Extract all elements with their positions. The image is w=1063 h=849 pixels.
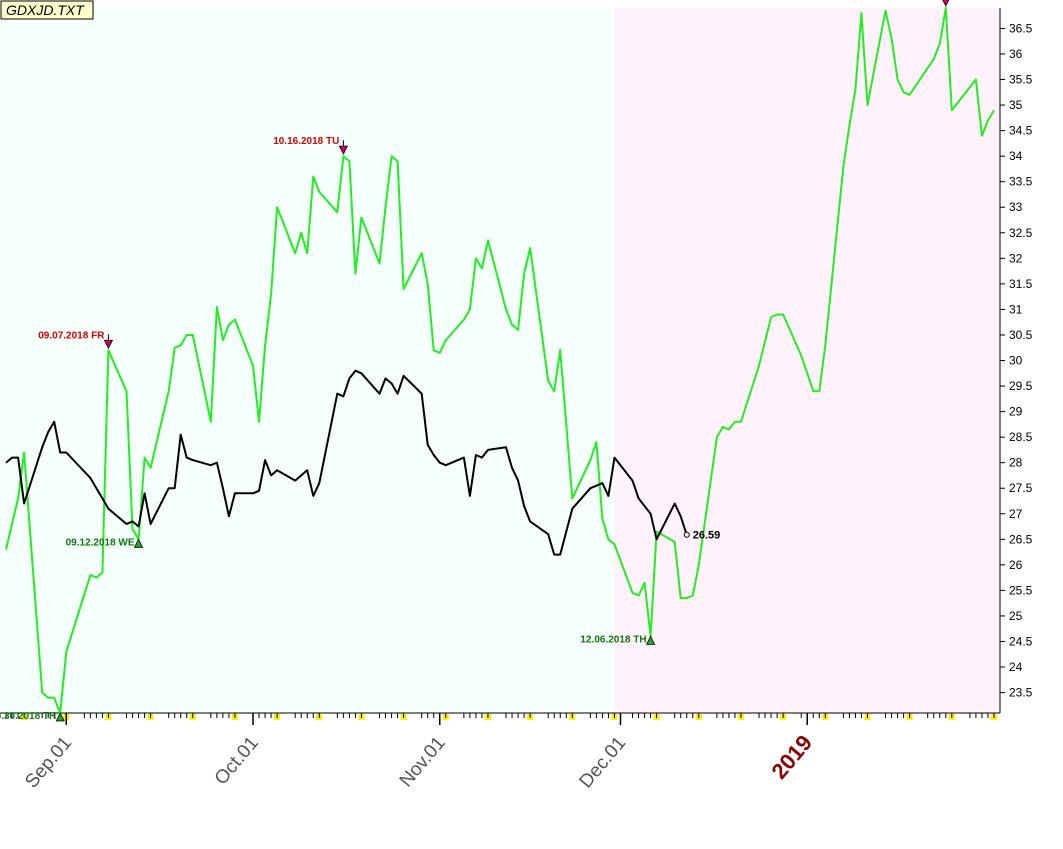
y-tick-label: 23.5 xyxy=(1009,686,1033,700)
low-annotation-label: 12.06.2018 TH xyxy=(580,634,646,645)
chart-title: GDXJD.TXT xyxy=(6,2,85,18)
x-tick-label: Dec.01 xyxy=(576,733,631,793)
low-annotation-label: 09.12.2018 WE xyxy=(66,537,135,548)
y-tick-label: 36 xyxy=(1009,47,1023,61)
y-tick-label: 25 xyxy=(1009,609,1023,623)
y-tick-label: 34 xyxy=(1009,149,1023,163)
high-annotation-label: 10.16.2018 TU xyxy=(273,136,339,147)
y-tick-label: 28.5 xyxy=(1009,430,1033,444)
high-marker xyxy=(103,339,114,350)
y-tick-label: 30.5 xyxy=(1009,328,1033,342)
low-marker xyxy=(645,635,656,645)
y-tick-label: 29.5 xyxy=(1009,379,1033,393)
y-tick-label: 31 xyxy=(1009,302,1023,316)
series-line-primary xyxy=(5,7,995,714)
y-tick-label: 33 xyxy=(1009,200,1023,214)
last-value-label: 26.59 xyxy=(693,530,721,542)
high-marker xyxy=(942,0,950,7)
plot-background-right xyxy=(614,8,1000,713)
last-value-dot xyxy=(683,531,690,538)
series-line-comparison xyxy=(5,369,688,556)
y-tick-label: 33.5 xyxy=(1009,175,1033,189)
y-tick-label: 28 xyxy=(1009,456,1023,470)
title-box xyxy=(0,0,94,20)
y-tick-label: 35 xyxy=(1009,98,1023,112)
y-tick-label: 30 xyxy=(1009,354,1023,368)
x-tick-label: 2019 xyxy=(766,730,817,784)
low-marker xyxy=(55,712,65,722)
y-tick-label: 26 xyxy=(1009,558,1023,572)
y-tick-label: 34.5 xyxy=(1009,124,1033,138)
y-tick-label: 24.5 xyxy=(1009,634,1033,648)
y-tick-label: 26.5 xyxy=(1009,532,1033,546)
low-marker xyxy=(133,538,144,548)
y-tick-label: 29 xyxy=(1009,405,1023,419)
y-tick-label: 36.5 xyxy=(1009,21,1033,35)
y-tick-label: 24 xyxy=(1009,660,1023,674)
y-tick-label: 25.5 xyxy=(1009,583,1033,597)
y-tick-label: 32.5 xyxy=(1009,226,1033,240)
x-tick-label: Sep.01 xyxy=(21,733,76,793)
high-annotation-label: 09.07.2018 FR xyxy=(38,330,105,341)
x-tick-label: Oct.01 xyxy=(211,733,263,789)
x-tick-label: Nov.01 xyxy=(396,733,450,792)
y-tick-label: 32 xyxy=(1009,251,1023,265)
y-tick-label: 31.5 xyxy=(1009,277,1033,291)
low-annotation-label: 08.30.2018 TH xyxy=(0,711,56,722)
plot-background-left xyxy=(0,8,615,713)
y-tick-label: 35.5 xyxy=(1009,73,1033,87)
y-tick-label: 27.5 xyxy=(1009,481,1033,495)
y-tick-label: 27 xyxy=(1009,507,1023,521)
